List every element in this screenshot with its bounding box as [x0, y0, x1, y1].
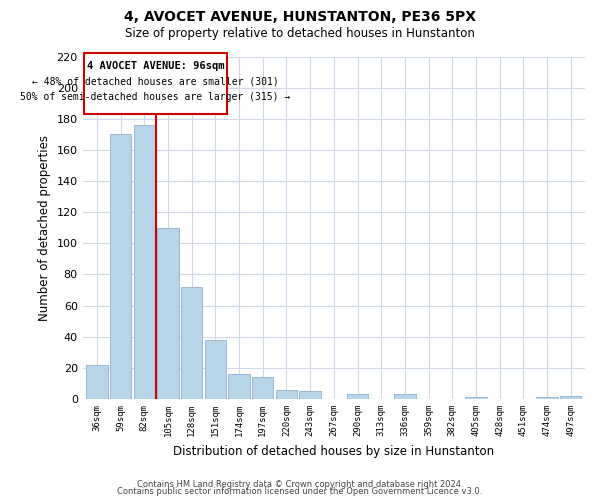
Bar [276, 390, 297, 399]
Bar [299, 392, 321, 399]
X-axis label: Distribution of detached houses by size in Hunstanton: Distribution of detached houses by size … [173, 444, 494, 458]
Bar [205, 340, 226, 399]
Text: 4 AVOCET AVENUE: 96sqm: 4 AVOCET AVENUE: 96sqm [87, 61, 224, 71]
Bar [560, 396, 581, 399]
Bar [536, 398, 558, 399]
Text: Contains HM Land Registry data © Crown copyright and database right 2024.: Contains HM Land Registry data © Crown c… [137, 480, 463, 489]
Bar [394, 394, 416, 399]
Bar [157, 228, 179, 399]
Bar [110, 134, 131, 399]
Text: Contains public sector information licensed under the Open Government Licence v3: Contains public sector information licen… [118, 487, 482, 496]
Bar [134, 125, 155, 399]
Y-axis label: Number of detached properties: Number of detached properties [38, 135, 51, 321]
Text: 50% of semi-detached houses are larger (315) →: 50% of semi-detached houses are larger (… [20, 92, 290, 102]
Bar [84, 54, 227, 114]
Bar [252, 378, 274, 399]
Text: Size of property relative to detached houses in Hunstanton: Size of property relative to detached ho… [125, 28, 475, 40]
Bar [86, 365, 107, 399]
Bar [181, 287, 202, 399]
Text: 4, AVOCET AVENUE, HUNSTANTON, PE36 5PX: 4, AVOCET AVENUE, HUNSTANTON, PE36 5PX [124, 10, 476, 24]
Bar [466, 398, 487, 399]
Text: ← 48% of detached houses are smaller (301): ← 48% of detached houses are smaller (30… [32, 76, 279, 86]
Bar [229, 374, 250, 399]
Bar [347, 394, 368, 399]
